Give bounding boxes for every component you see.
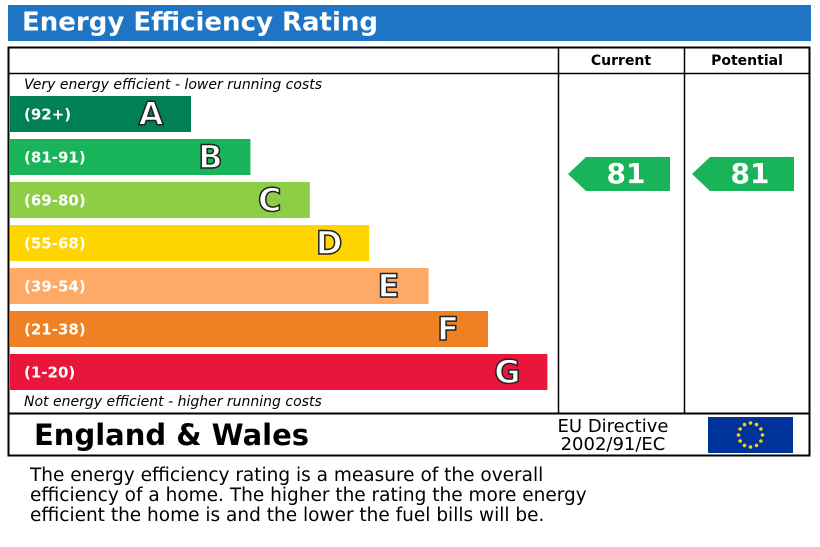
band-bar: [10, 96, 191, 132]
column-header: Potential: [711, 53, 783, 69]
band-range: (1-20): [24, 364, 75, 382]
directive: 2002/91/EC: [561, 434, 666, 455]
band-bar: [10, 311, 488, 347]
rating-arrow: [568, 157, 670, 191]
rating-value: 81: [607, 157, 646, 190]
flag-star: [748, 421, 753, 425]
flag-star: [754, 422, 759, 427]
flag-stars: [736, 421, 765, 449]
flag-star: [742, 422, 747, 427]
flag-star: [760, 433, 765, 437]
band-bar: [10, 268, 429, 304]
band-range: (21-38): [24, 321, 86, 339]
description-line: efficient the home is and the lower the …: [30, 505, 544, 526]
band-range: (81-91): [24, 149, 86, 167]
band-letter: G: [494, 353, 520, 391]
band-range: (55-68): [24, 235, 86, 253]
rating-arrow: [692, 157, 794, 191]
flag-star: [738, 427, 742, 431]
frame: [7, 46, 811, 457]
title-bar: [8, 5, 811, 41]
band-letter: D: [316, 224, 343, 262]
band-letter: F: [437, 310, 459, 348]
rating-value: 81: [731, 157, 770, 190]
directive: EU Directive: [558, 416, 669, 437]
title: Energy Efficiency Rating: [22, 8, 378, 38]
band-letter: B: [198, 138, 222, 176]
description-line: The energy efficiency rating is a measur…: [29, 465, 543, 486]
flag-star: [759, 439, 763, 443]
band-bar: [10, 182, 310, 218]
region: England & Wales: [34, 418, 309, 452]
flag-star: [748, 445, 753, 449]
band-letter: A: [139, 95, 164, 133]
column-header: Current: [591, 53, 652, 69]
flag-star: [742, 443, 747, 448]
bottom-note: Not energy efficient - higher running co…: [24, 394, 322, 410]
top-note: Very energy efficient - lower running co…: [24, 77, 322, 93]
band-range: (69-80): [24, 192, 86, 210]
flag-star: [736, 433, 741, 437]
band-bar: [10, 139, 251, 175]
band-range: (39-54): [24, 278, 86, 296]
description-line: efficiency of a home. The higher the rat…: [30, 485, 587, 506]
flag-star: [754, 443, 759, 448]
band-letter: C: [258, 181, 281, 219]
band-bar: [10, 354, 548, 390]
band-letter: E: [378, 267, 400, 305]
band-bar: [10, 225, 370, 261]
flag-star: [759, 427, 763, 431]
flag-star: [738, 439, 742, 443]
band-range: (92+): [24, 106, 71, 124]
